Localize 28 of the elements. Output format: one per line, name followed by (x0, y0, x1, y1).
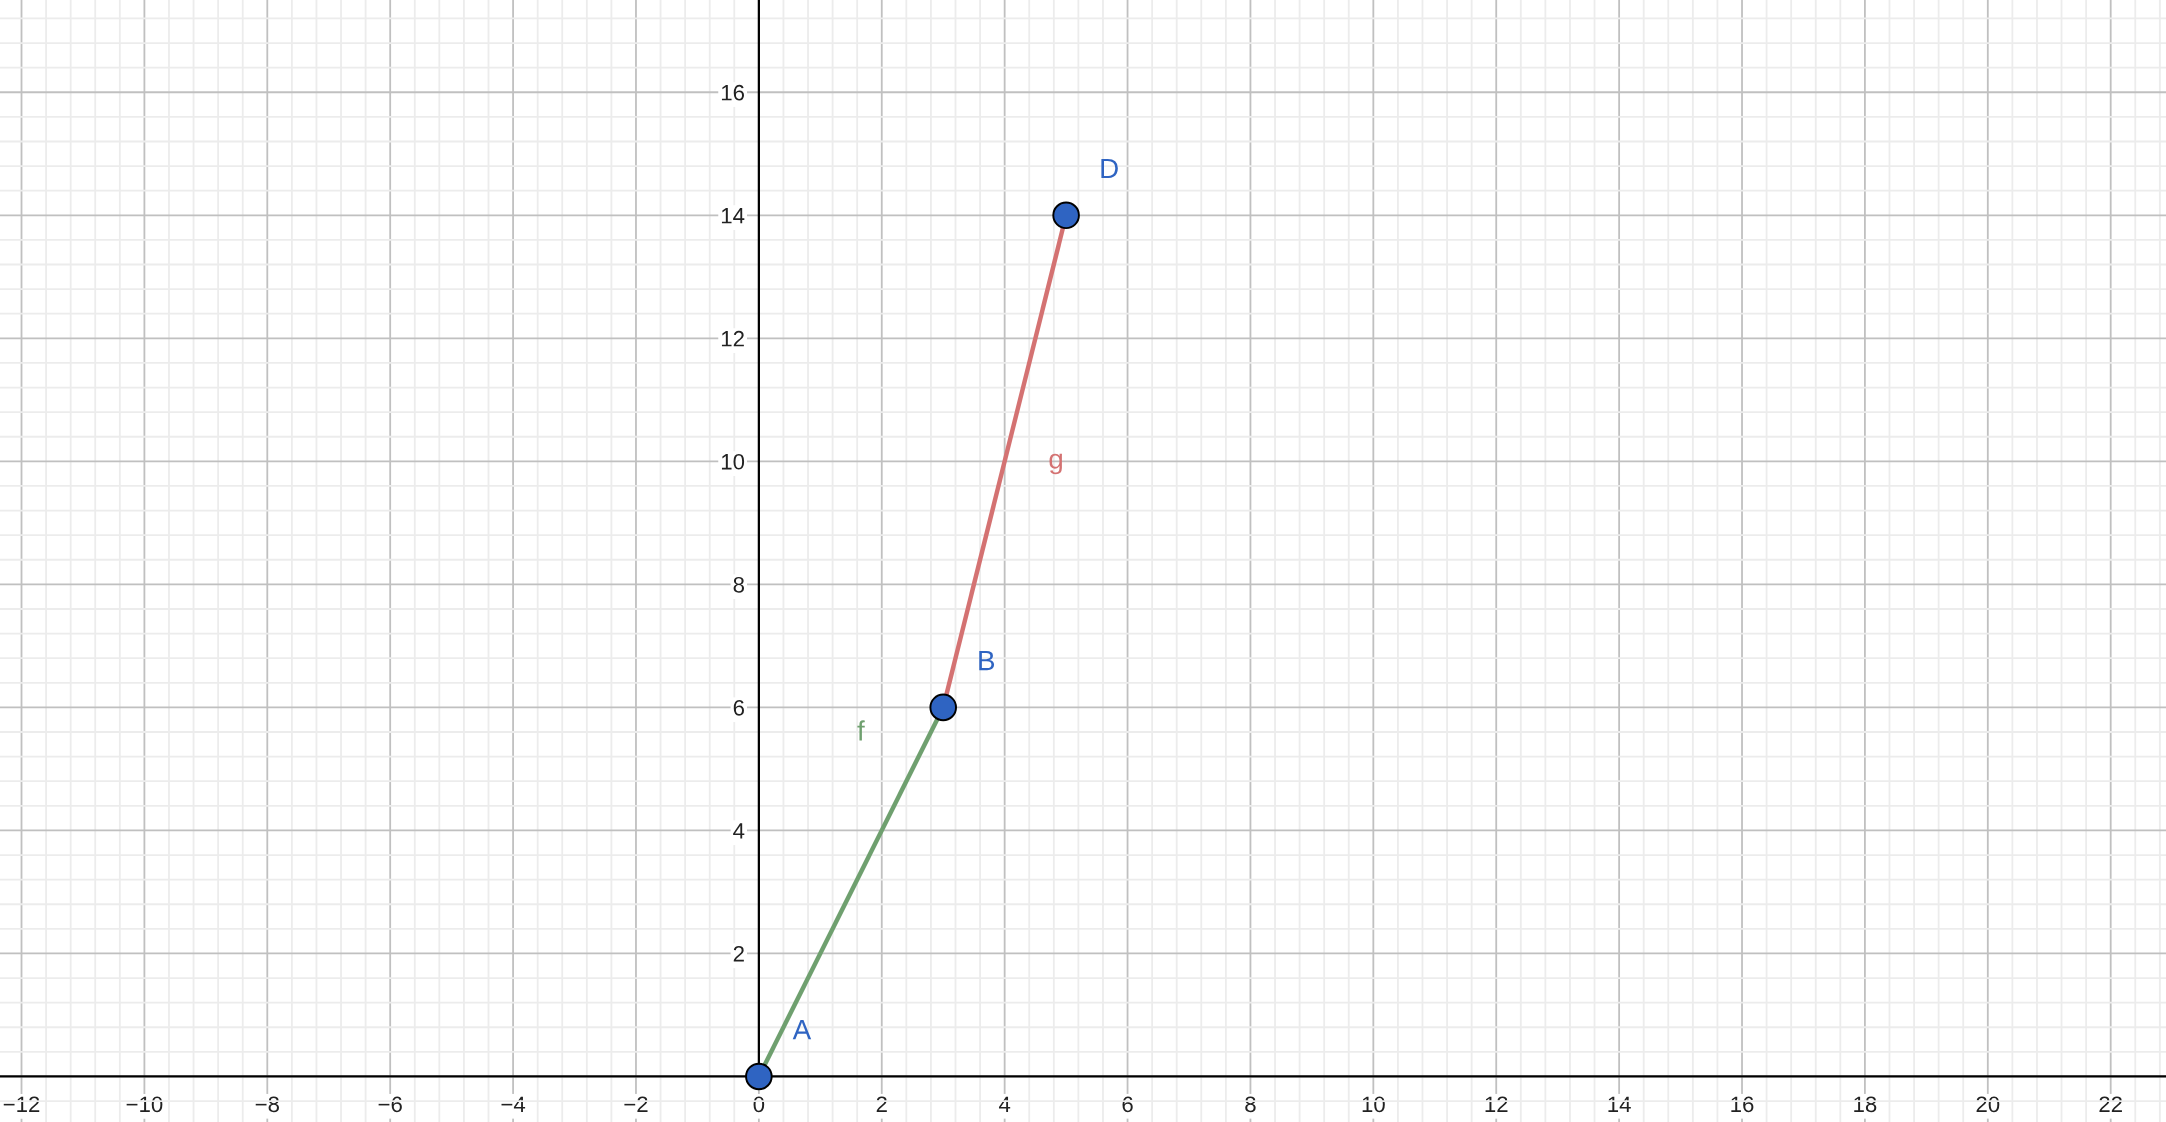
point (745, 1062, 773, 1091)
annotation: A (792, 1020, 812, 1040)
x-tick-label: −10 (126, 1096, 163, 1113)
x-tick-label: 18 (1854, 1096, 1877, 1113)
x-tick-label: 22 (2099, 1096, 2122, 1113)
x-tick-label: −2 (624, 1096, 648, 1113)
y-tick-label: 10 (721, 453, 745, 470)
y-tick-label: 4 (733, 823, 745, 839)
y-tick-label: 16 (721, 84, 744, 101)
x-tick-label: 2 (876, 1096, 887, 1113)
y-tick-label: 2 (733, 945, 744, 962)
x-tick-label: −8 (255, 1096, 279, 1113)
x-tick-label: −6 (378, 1096, 402, 1113)
x-tick-label: 6 (1122, 1096, 1133, 1113)
point (929, 693, 957, 722)
y-tick-label: 6 (733, 699, 744, 716)
y-tick-label: 14 (721, 208, 745, 224)
series-label: g (1049, 453, 1062, 475)
x-tick-label: −12 (3, 1096, 40, 1113)
x-tick-label: 12 (1485, 1096, 1508, 1113)
annotation: D (1101, 158, 1118, 179)
annotation: B (979, 651, 995, 671)
y-tick-label: 8 (733, 576, 745, 593)
y-tick-label: 12 (721, 330, 744, 347)
x-tick-label: 20 (1976, 1096, 2000, 1113)
x-tick-label: 16 (1731, 1096, 1754, 1113)
series-label: f (857, 720, 865, 741)
point (1052, 201, 1080, 230)
